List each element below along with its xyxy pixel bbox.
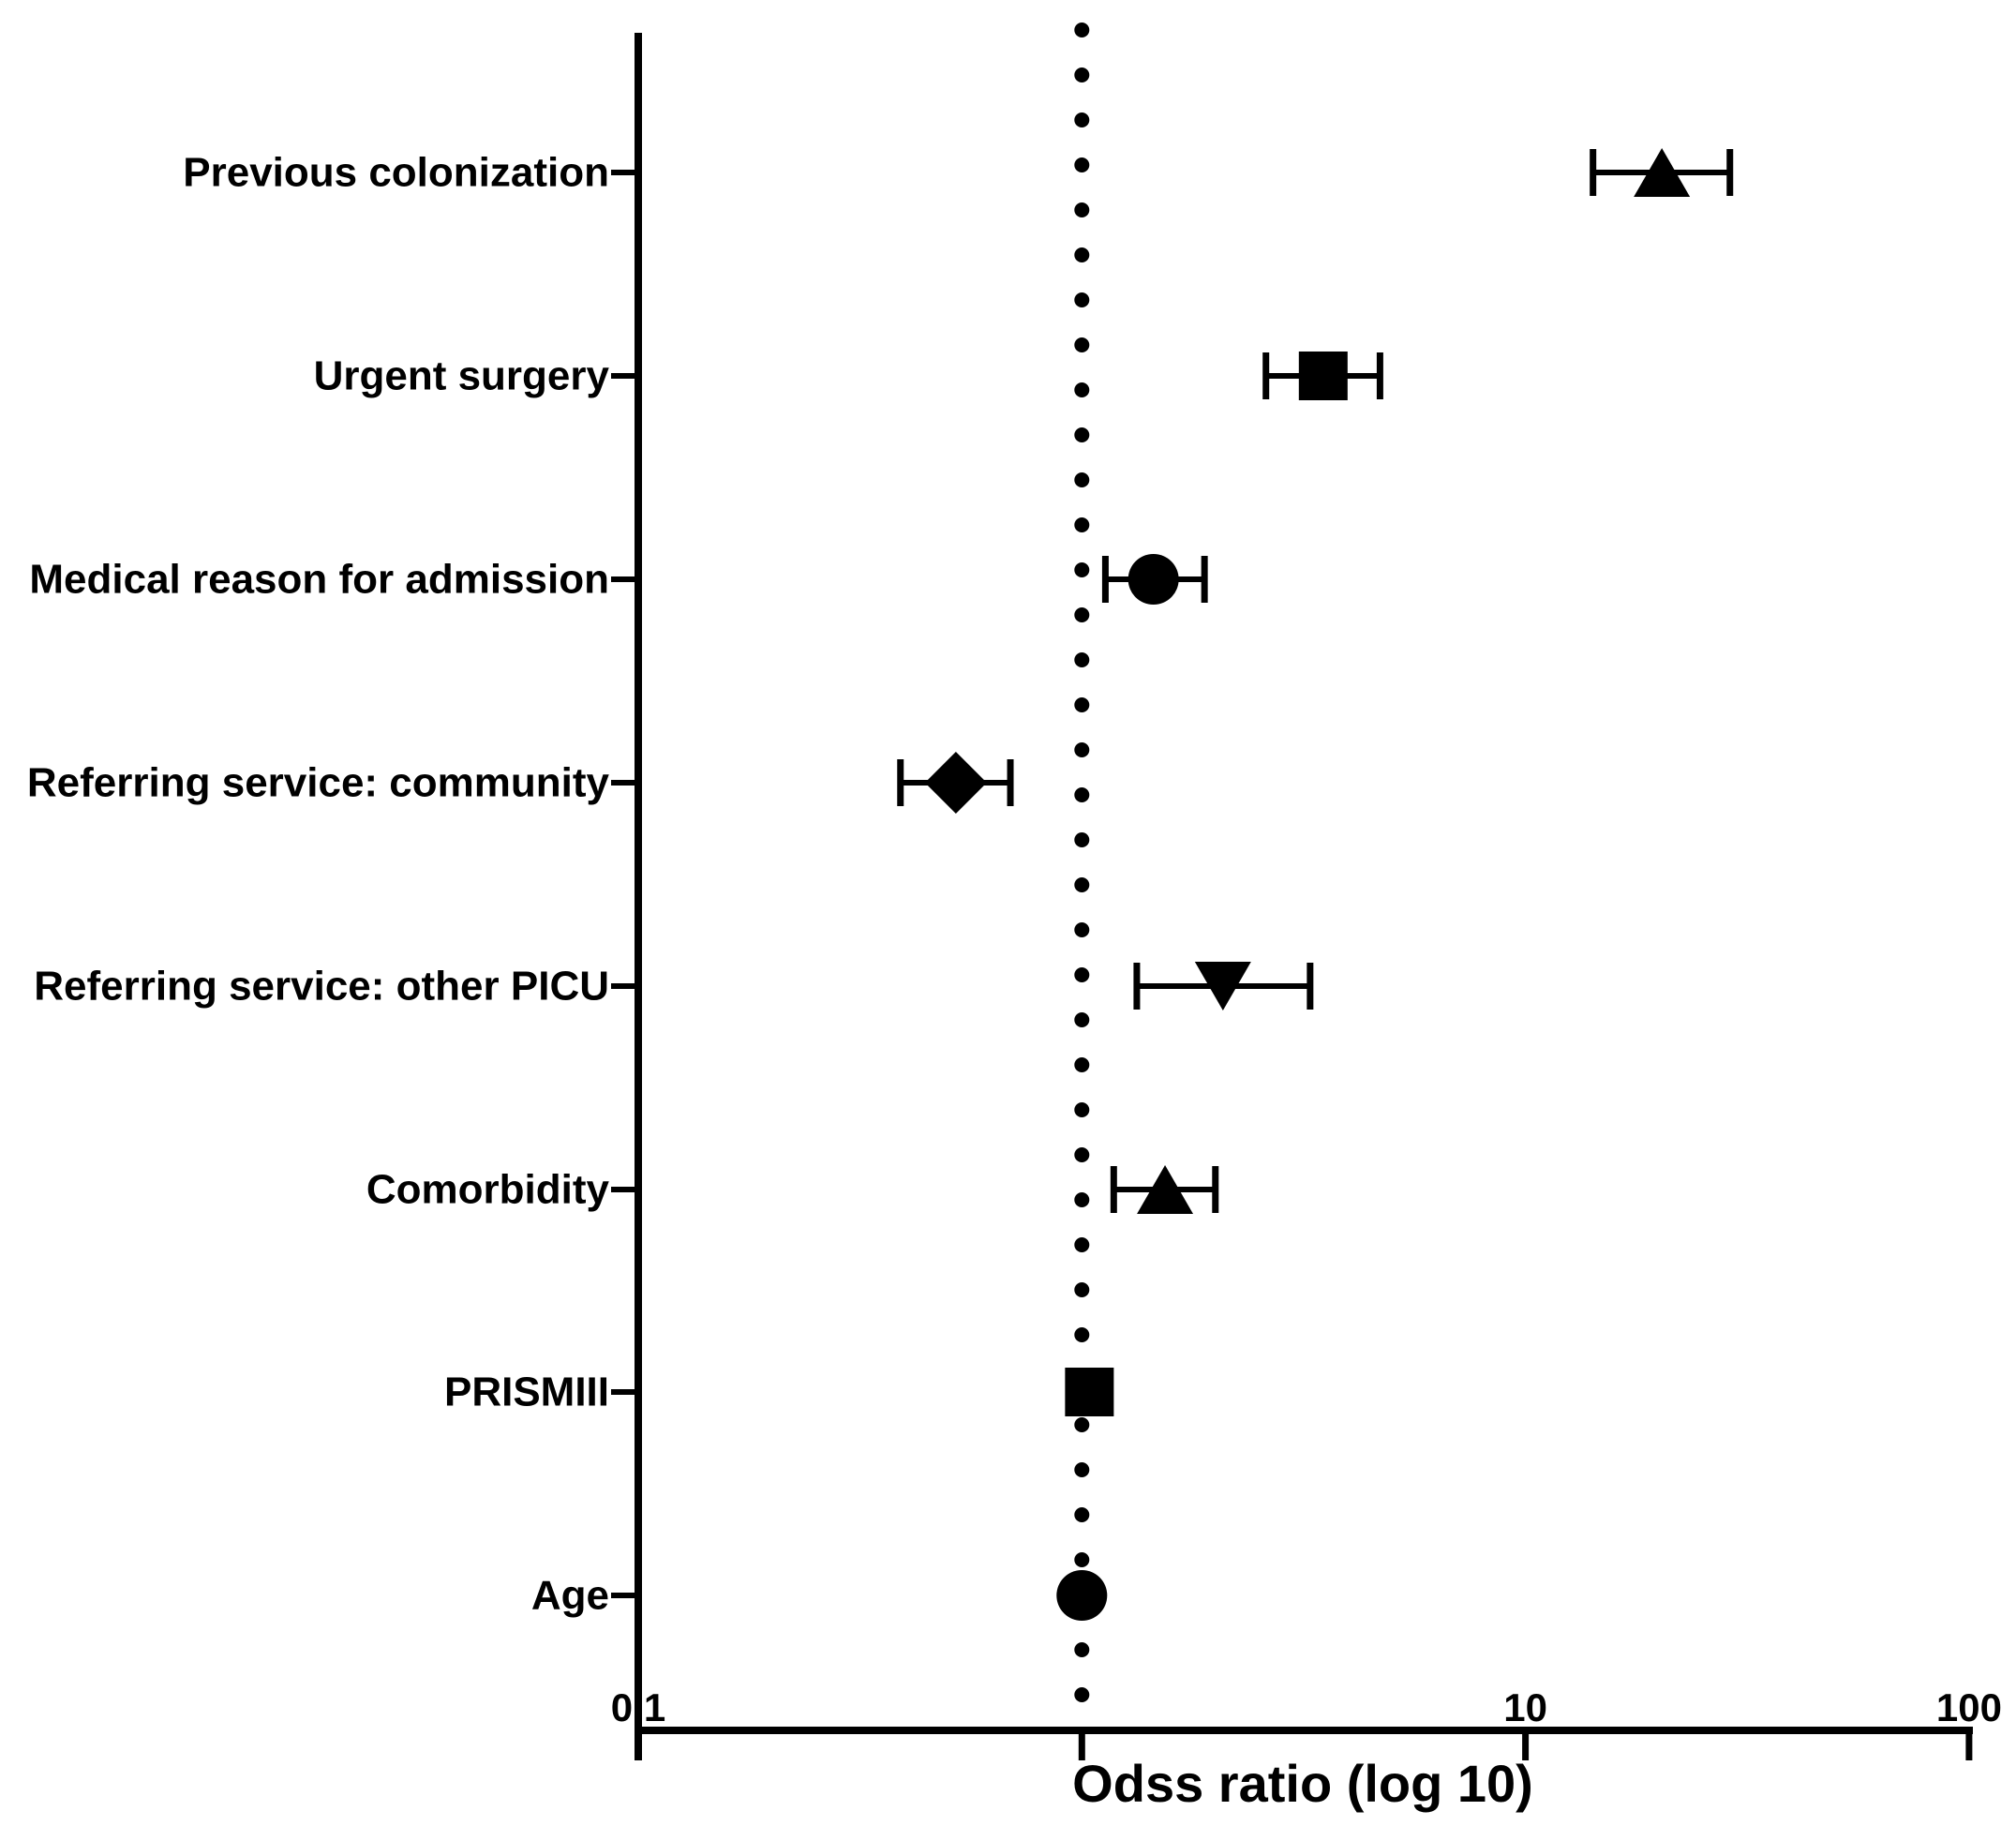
- marker-square: [1298, 352, 1348, 400]
- marker-circle: [1056, 1570, 1108, 1621]
- category-label: Medical reason for admission: [29, 557, 609, 603]
- x-tick-label: 100: [1936, 1685, 2002, 1729]
- category-label: Referring service: other PICU: [34, 964, 609, 1010]
- reference-dotted-line-dot: [1074, 67, 1090, 82]
- reference-dotted-line-dot: [1074, 337, 1090, 352]
- reference-dotted-line-dot: [1074, 742, 1090, 757]
- reference-dotted-line-dot: [1074, 1687, 1090, 1702]
- reference-dotted-line-dot: [1074, 472, 1090, 487]
- reference-dotted-line-dot: [1074, 922, 1090, 937]
- reference-dotted-line-dot: [1074, 1057, 1090, 1072]
- reference-dotted-line-dot: [1074, 652, 1090, 667]
- reference-dotted-line-dot: [1074, 787, 1090, 802]
- reference-dotted-line-dot: [1074, 22, 1090, 37]
- reference-dotted-line-dot: [1074, 1147, 1090, 1162]
- marker-diamond: [924, 752, 987, 814]
- reference-dotted-line-dot: [1074, 967, 1090, 982]
- reference-dotted-line-dot: [1074, 607, 1090, 622]
- reference-dotted-line-dot: [1074, 427, 1090, 442]
- reference-dotted-line-dot: [1074, 1552, 1090, 1567]
- reference-dotted-line-dot: [1074, 382, 1090, 397]
- reference-dotted-line-dot: [1074, 1192, 1090, 1207]
- marker-triangle-up: [1634, 148, 1691, 197]
- reference-dotted-line-dot: [1074, 697, 1090, 712]
- category-label: Comorbidity: [366, 1167, 610, 1213]
- category-label: Age: [531, 1573, 609, 1619]
- reference-dotted-line-dot: [1074, 562, 1090, 577]
- reference-dotted-line-dot: [1074, 202, 1090, 217]
- category-label: Referring service: community: [27, 760, 610, 806]
- reference-dotted-line-dot: [1074, 157, 1090, 172]
- x-tick-label: 10: [1503, 1685, 1547, 1729]
- reference-dotted-line-dot: [1074, 1237, 1090, 1252]
- reference-dotted-line-dot: [1074, 832, 1090, 847]
- marker-triangle-down: [1194, 962, 1251, 1010]
- reference-dotted-line-dot: [1074, 1012, 1090, 1027]
- reference-dotted-line-dot: [1074, 1462, 1090, 1477]
- reference-dotted-line-dot: [1074, 877, 1090, 892]
- category-label: PRISMIII: [444, 1370, 609, 1415]
- reference-dotted-line-dot: [1074, 1102, 1090, 1117]
- reference-dotted-line-dot: [1074, 1642, 1090, 1657]
- reference-dotted-line-dot: [1074, 112, 1090, 127]
- category-label: Previous colonization: [183, 150, 609, 196]
- reference-dotted-line-dot: [1074, 1507, 1090, 1522]
- reference-dotted-line-dot: [1074, 1282, 1090, 1297]
- marker-circle: [1127, 554, 1179, 605]
- marker-square: [1065, 1368, 1114, 1416]
- reference-dotted-line-dot: [1074, 247, 1090, 262]
- marker-triangle-up: [1137, 1165, 1194, 1214]
- category-label: Urgent surgery: [314, 353, 610, 399]
- reference-dotted-line-dot: [1074, 1327, 1090, 1342]
- reference-dotted-line-dot: [1074, 292, 1090, 307]
- reference-dotted-line-dot: [1074, 517, 1090, 532]
- x-axis-title: Odss ratio (log 10): [1072, 1754, 1533, 1813]
- reference-dotted-line-dot: [1074, 1417, 1090, 1432]
